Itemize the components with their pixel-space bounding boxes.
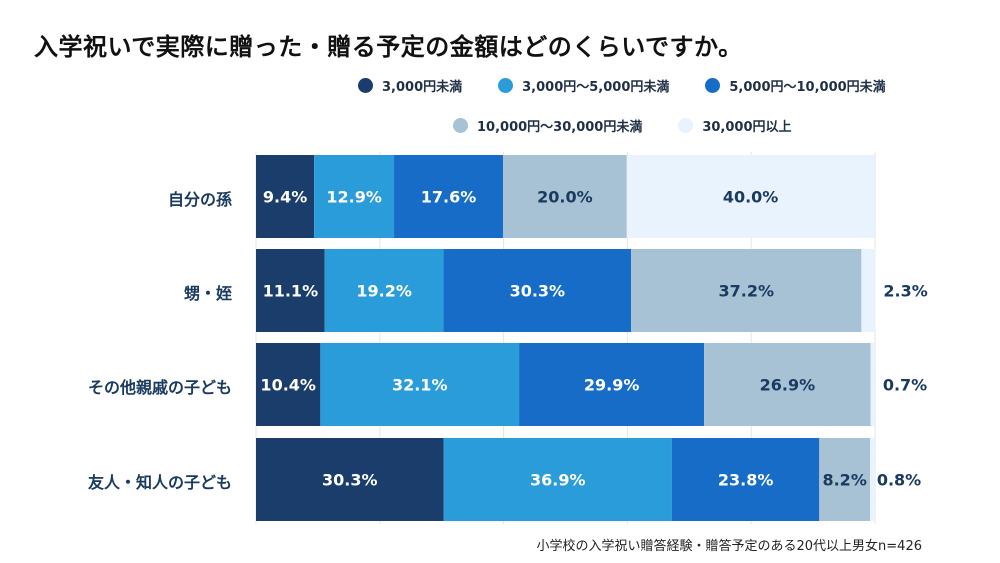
bar-segment (256, 438, 444, 521)
bar-segment (314, 155, 395, 238)
legend-row-1: 3,000円未満 3,000円〜5,000円未満 5,000円〜10,000円未… (358, 76, 886, 95)
data-label: 8.2% (822, 470, 867, 489)
bar-segment (502, 155, 627, 238)
bar-segment (870, 343, 875, 426)
data-label: 17.6% (420, 187, 477, 206)
data-label: 20.0% (537, 187, 593, 206)
bar-segment (324, 249, 444, 332)
bar-segment (861, 249, 876, 332)
legend-row-2: 10,000円〜30,000円未満 30,000円以上 (453, 116, 792, 135)
bar-segment (394, 155, 503, 238)
data-label: 36.9% (529, 470, 586, 489)
data-label: 30.3% (322, 470, 378, 489)
data-label: 0.8% (876, 470, 922, 489)
data-label: 23.8% (717, 470, 774, 489)
data-label: 12.9% (326, 187, 382, 206)
category-label: その他親戚の子ども (87, 378, 232, 397)
legend-swatch-icon (453, 118, 468, 133)
legend-label: 3,000円〜5,000円未満 (522, 80, 670, 95)
bar-segment (631, 249, 862, 332)
bar-segment (320, 343, 520, 426)
bar-segment (443, 249, 632, 332)
bar-segment (443, 438, 672, 521)
legend-label: 3,000円未満 (382, 80, 463, 95)
legend-item: 3,000円未満 (358, 76, 462, 95)
legend-item: 30,000円以上 (678, 116, 792, 135)
bar-segment (704, 343, 871, 426)
category-label: 友人・知人の子ども (87, 473, 232, 492)
data-label: 26.9% (759, 375, 816, 394)
legend-item: 10,000円〜30,000円未満 (453, 116, 642, 135)
legend-swatch-icon (498, 78, 514, 93)
data-label: 40.0% (722, 187, 779, 206)
data-label: 10.4% (260, 375, 316, 394)
legend-swatch-icon (358, 78, 373, 93)
data-label: 9.4% (262, 187, 308, 206)
data-label: 2.3% (883, 281, 928, 300)
bar-segment (256, 155, 315, 238)
bar-segment (819, 438, 871, 521)
data-label: 11.1% (262, 281, 319, 300)
survey-note: 小学校の入学祝い贈答経験・贈答予定のある20代以上男女n=426 (536, 539, 923, 554)
legend-item: 5,000円〜10,000円未満 (705, 76, 886, 95)
legend-label: 10,000円〜30,000円未満 (477, 120, 643, 135)
data-label: 19.2% (356, 281, 412, 300)
legend-swatch-icon (705, 78, 721, 93)
bar-segment (671, 438, 820, 521)
chart-title: 入学祝いで実際に贈った・贈る予定の金額はどのくらいですか。 (34, 33, 743, 61)
data-label: 37.2% (718, 281, 774, 300)
bar-segment (519, 343, 705, 426)
category-label: 甥・姪 (183, 284, 232, 303)
data-label: 29.9% (583, 375, 640, 394)
data-label: 32.1% (391, 375, 448, 394)
category-label: 自分の孫 (167, 190, 232, 209)
data-label: 30.3% (509, 281, 566, 300)
legend-swatch-icon (678, 118, 694, 133)
data-label: 0.7% (882, 375, 928, 394)
bar-segment (870, 438, 875, 521)
legend-item: 3,000円〜5,000円未満 (498, 76, 669, 95)
legend-label: 5,000円〜10,000円未満 (729, 80, 886, 95)
bar-segment (626, 155, 875, 238)
bar-segment (256, 249, 325, 332)
legend-label: 30,000円以上 (702, 120, 792, 135)
bar-segment (256, 343, 321, 426)
